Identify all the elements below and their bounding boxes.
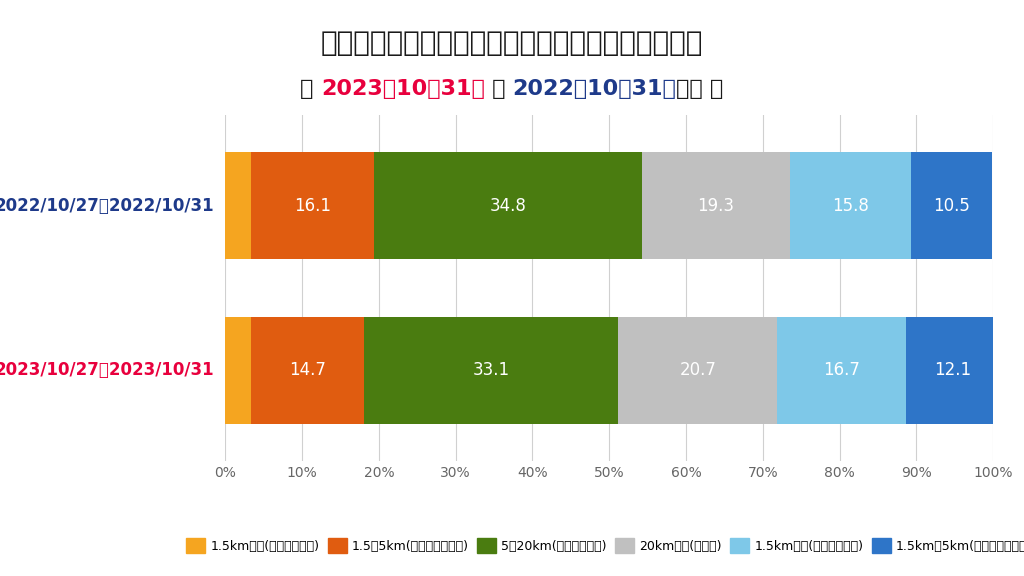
Bar [641,152,790,259]
Bar [365,317,618,424]
Text: 16.7: 16.7 [823,361,860,379]
Text: 19.3: 19.3 [697,197,734,215]
Text: 12.1: 12.1 [934,361,971,379]
Bar [777,317,906,424]
Text: 34.8: 34.8 [489,197,526,215]
Bar [225,152,251,259]
Bar [251,152,375,259]
Text: 14.7: 14.7 [290,361,327,379]
Text: ｜: ｜ [484,79,512,99]
Text: 比較 ）: 比較 ） [676,79,724,99]
Text: 10.5: 10.5 [933,197,970,215]
Text: 20.7: 20.7 [680,361,717,379]
Legend: 1.5km未満(居住地徒歩圏), 1.5～5km(居住地自動車圏), 5～20km(居住地鉄道圏), 20km以上(外来者), 1.5km未満(勤務地徒歩圏),: 1.5km未満(居住地徒歩圏), 1.5～5km(居住地自動車圏), 5～20k… [181,533,1024,558]
Text: 33.1: 33.1 [473,361,510,379]
Bar [618,317,777,424]
Bar [906,317,998,424]
Bar [790,152,911,259]
Text: 16.1: 16.1 [294,197,331,215]
Text: 2022/10/27～2022/10/31: 2022/10/27～2022/10/31 [0,197,214,215]
Bar [375,152,641,259]
Text: 渋谷スクランブル交差点周辺の来訪者距離圏別割合: 渋谷スクランブル交差点周辺の来訪者距離圏別割合 [321,29,703,57]
Bar [225,317,252,424]
Text: 2022年10月31日: 2022年10月31日 [512,79,676,99]
Bar [911,152,991,259]
Text: 15.8: 15.8 [831,197,869,215]
Bar [252,317,365,424]
Text: 2023/10/27～2023/10/31: 2023/10/27～2023/10/31 [0,361,214,379]
Text: （: （ [300,79,321,99]
Text: 2023年10月31日: 2023年10月31日 [321,79,484,99]
